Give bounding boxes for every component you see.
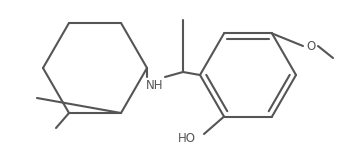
Text: HO: HO — [178, 131, 196, 145]
Text: NH: NH — [146, 79, 164, 92]
Text: O: O — [306, 40, 316, 52]
